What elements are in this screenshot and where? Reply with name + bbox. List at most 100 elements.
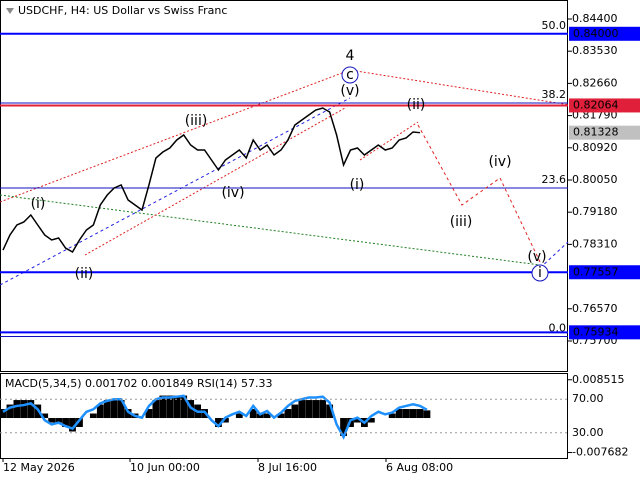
blue-channel: [0, 97, 351, 286]
level-box: [569, 98, 640, 113]
macd-bar: [409, 409, 417, 419]
macd-bar: [159, 395, 167, 419]
macd-bar: [388, 413, 396, 419]
x-tick-label: 6 Aug 08:00: [386, 461, 453, 474]
wave-label: (iii): [185, 113, 208, 129]
macd-bar: [395, 409, 403, 419]
macd-bar: [312, 400, 320, 419]
main-frame: [0, 0, 568, 372]
wave-trend: [359, 121, 419, 161]
level-label: 0.84000: [573, 27, 619, 40]
x-tick-label: 10 Jun 00:00: [130, 461, 200, 474]
wave-label: i: [538, 265, 542, 281]
fib-label: 50.0: [542, 19, 567, 32]
wave-label: (iii): [450, 214, 473, 230]
wave-label: (v): [527, 249, 546, 265]
chart-title: USDCHF, H4: US Dollar vs Swiss Franc: [18, 4, 227, 17]
macd-bar: [55, 418, 62, 423]
wave-label: 4: [346, 48, 355, 64]
macd-bar: [166, 395, 174, 419]
wave-label: (ii): [75, 266, 94, 282]
macd-bar: [235, 413, 243, 419]
macd-bar: [110, 400, 118, 419]
wave-trend: [84, 107, 346, 256]
fib-label: 23.6: [542, 173, 567, 186]
symbol-icon: [6, 8, 14, 14]
wave-circle: [341, 66, 359, 84]
macd-bar: [416, 409, 424, 419]
macd-bar: [256, 413, 264, 419]
macd-bar: [145, 409, 153, 419]
macd-bar: [263, 413, 271, 419]
y-tick-label: 0.80920: [572, 141, 618, 154]
macd-bar: [96, 404, 104, 419]
wave-label: (iv): [488, 154, 511, 170]
level-label: 0.75934: [573, 325, 619, 338]
macd-bar: [423, 410, 431, 419]
macd-bar: [41, 413, 49, 419]
rsi-line: [2, 394, 428, 440]
y-tick-label: 0.78310: [572, 237, 618, 250]
macd-bar: [277, 413, 285, 419]
fib-label: 0.0: [549, 322, 567, 335]
macd-bar: [20, 400, 28, 419]
macd-bar: [6, 404, 14, 419]
macd-bar: [326, 404, 334, 419]
x-tick-label: 12 May 2026: [3, 461, 75, 474]
y-tick-label: 0.80050: [572, 173, 618, 186]
y-tick-label: 0.82660: [572, 76, 618, 89]
wave-label: (i): [350, 177, 365, 193]
macd-bar: [69, 418, 76, 432]
y-tick-label: 0.008515: [572, 373, 625, 386]
macd-bar: [291, 404, 299, 419]
wave-label: c: [346, 67, 354, 83]
y-tick-label: -0.007682: [572, 446, 628, 459]
macd-bar: [76, 418, 83, 428]
macd-bar: [402, 409, 410, 419]
macd-bar: [48, 418, 56, 423]
macd-bar: [340, 418, 347, 436]
green-trend: [0, 194, 541, 266]
level-label: 0.77557: [573, 265, 619, 278]
macd-bar: [124, 409, 132, 419]
level-label: 0.82064: [573, 98, 619, 111]
forecast-line: [417, 124, 541, 263]
indicator-title: MACD(5,34,5) 0.001702 0.001849 RSI(14) 5…: [5, 377, 272, 390]
macd-bar: [354, 418, 361, 423]
y-tick-label: 70.00: [572, 392, 604, 405]
macd-bar: [13, 400, 21, 419]
macd-bar: [152, 400, 160, 419]
macd-bar: [180, 395, 188, 419]
level-box: [569, 265, 640, 280]
macd-bar: [367, 418, 375, 423]
y-tick-label: 0.76570: [572, 302, 618, 315]
wave-label: (ii): [407, 97, 426, 113]
macd-bar: [298, 400, 306, 419]
wave-label: (iv): [221, 185, 244, 201]
blue-trend: [539, 241, 569, 269]
level-label: 0.81328: [573, 126, 619, 139]
level-box: [569, 125, 640, 140]
macd-bar: [0, 409, 7, 419]
macd-bar: [222, 418, 229, 423]
macd-bar: [89, 413, 97, 419]
wave-circle: [531, 264, 549, 282]
macd-bar: [305, 400, 313, 419]
x-tick-label: 8 Jul 16:00: [258, 461, 317, 474]
macd-bar: [117, 400, 125, 419]
level-box: [569, 26, 640, 41]
macd-bar: [27, 400, 35, 419]
macd-bar: [215, 418, 222, 428]
y-tick-label: 0.83530: [572, 44, 618, 57]
y-tick-label: 0.84400: [572, 12, 618, 25]
macd-bar: [284, 409, 292, 419]
macd-bar: [62, 418, 69, 428]
price-line: [2, 107, 421, 254]
macd-bar: [249, 409, 257, 419]
fib-label: 38.2: [542, 88, 567, 101]
red-channel: [0, 69, 571, 203]
wave-label: (i): [31, 196, 46, 212]
level-box: [569, 325, 640, 340]
macd-bar: [173, 395, 181, 419]
